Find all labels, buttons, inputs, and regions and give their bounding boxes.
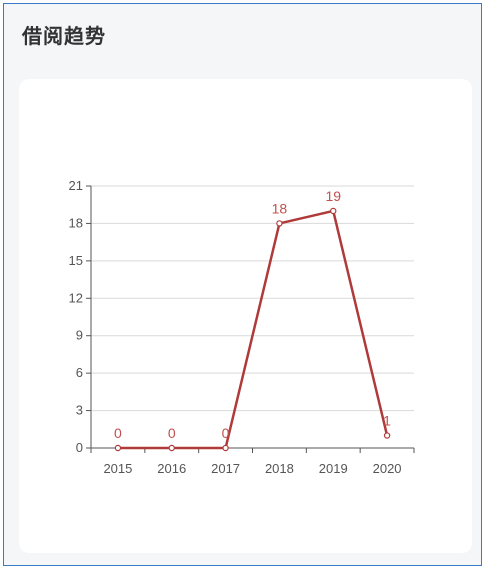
- data-point: [114, 444, 122, 452]
- data-point: [276, 220, 283, 227]
- y-tick-label: 15: [69, 253, 83, 268]
- data-point: [222, 444, 229, 452]
- data-label: 19: [325, 188, 341, 204]
- x-tick-label: 2015: [103, 461, 132, 476]
- x-tick-label: 2018: [265, 461, 294, 476]
- x-tick-label: 2016: [157, 461, 186, 476]
- y-tick-label: 12: [69, 290, 83, 305]
- data-point: [383, 432, 391, 439]
- x-tick-label: 2020: [373, 461, 402, 476]
- data-label: 0: [168, 425, 176, 441]
- data-point: [168, 444, 175, 452]
- data-label: 1: [383, 413, 391, 429]
- chart-card: [19, 79, 472, 553]
- y-tick-label: 6: [76, 365, 83, 380]
- x-tick-label: 2019: [319, 461, 348, 476]
- data-label: 18: [272, 200, 288, 216]
- panel-title: 借阅趋势: [22, 24, 106, 48]
- y-tick-label: 3: [76, 403, 83, 418]
- data-point: [330, 207, 337, 215]
- y-tick-label: 9: [76, 328, 83, 343]
- data-label: 0: [114, 425, 122, 441]
- y-tick-label: 18: [69, 215, 83, 230]
- y-tick-label: 0: [76, 440, 83, 455]
- data-label: 0: [222, 425, 230, 441]
- y-tick-label: 21: [69, 178, 83, 193]
- x-tick-label: 2017: [211, 461, 240, 476]
- series-line: [117, 209, 389, 450]
